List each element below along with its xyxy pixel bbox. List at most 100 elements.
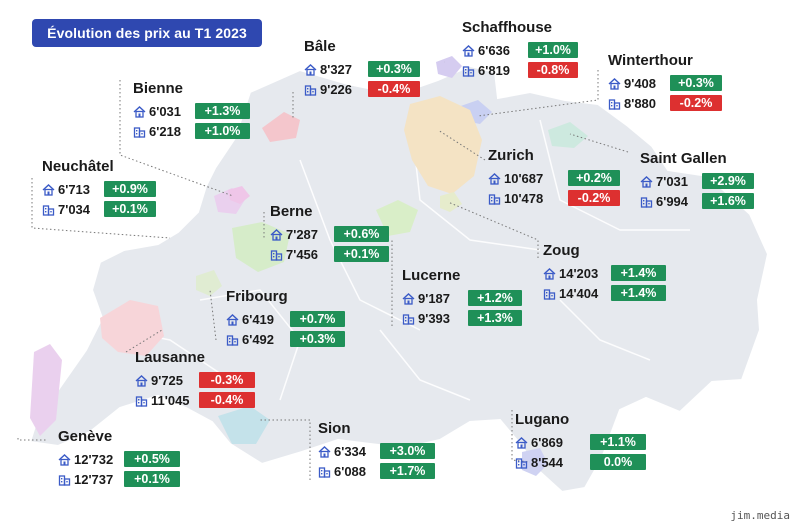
- city-label-bienne: Bienne 6'031 +1.3% 6'218 +1.0%: [133, 80, 250, 142]
- house-row: 6'031 +1.3%: [133, 102, 250, 120]
- house-icon: [270, 228, 283, 241]
- house-icon: [488, 172, 501, 185]
- house-row: 9'187 +1.2%: [402, 289, 522, 307]
- apartment-price: 11'045: [151, 392, 190, 408]
- house-row: 6'869 +1.1%: [515, 433, 646, 451]
- house-change-badge: +0.5%: [124, 451, 180, 467]
- city-name: Lugano: [515, 411, 570, 428]
- apartment-price: 7'034: [58, 201, 91, 217]
- apartment-building-icon: [135, 394, 148, 407]
- house-icon: [543, 267, 556, 280]
- house-row: 7'031 +2.9%: [640, 172, 754, 190]
- apartment-building-icon: [58, 473, 71, 486]
- apartment-change-badge: +1.6%: [702, 193, 754, 209]
- apartment-price: 9'393: [418, 310, 451, 326]
- apartment-building-icon: [543, 287, 556, 300]
- house-icon: [640, 175, 653, 188]
- house-row: 8'327 +0.3%: [304, 60, 420, 78]
- city-label-bale: Bâle 8'327 +0.3% 9'226 -0.4%: [304, 38, 420, 100]
- house-icon: [133, 105, 146, 118]
- house-price: 6'031: [149, 103, 182, 119]
- city-label-geneve: Genève 12'732 +0.5% 12'737 +0.1%: [58, 428, 180, 490]
- house-price: 6'869: [531, 434, 564, 450]
- region-bale: [262, 112, 300, 142]
- house-change-badge: +0.9%: [104, 181, 156, 197]
- apartment-change-badge: -0.4%: [368, 81, 420, 97]
- house-change-badge: -0.3%: [199, 372, 255, 388]
- apartment-price: 8'880: [624, 95, 657, 111]
- city-name: Neuchâtel: [42, 158, 114, 175]
- region-zoug: [440, 192, 462, 212]
- apartment-row: 10'478 -0.2%: [488, 189, 620, 207]
- leader-zurich: [437, 129, 486, 161]
- apartment-row: 14'404 +1.4%: [543, 284, 666, 302]
- house-price: 7'287: [286, 226, 319, 242]
- house-icon: [304, 63, 317, 76]
- leader-bienne: [119, 80, 234, 197]
- city-name: Genève: [58, 428, 113, 445]
- house-icon: [318, 445, 331, 458]
- apartment-change-badge: +1.7%: [380, 463, 435, 479]
- region-zurich: [404, 96, 482, 194]
- leader-fribourg: [209, 289, 217, 341]
- house-price: 6'334: [334, 443, 367, 459]
- apartment-price: 8'544: [531, 454, 564, 470]
- city-name: Lucerne: [402, 267, 461, 284]
- house-icon: [58, 453, 71, 466]
- apartment-row: 6'994 +1.6%: [640, 192, 754, 210]
- house-change-badge: +0.3%: [368, 61, 420, 77]
- house-price: 6'636: [478, 42, 511, 58]
- house-change-badge: +3.0%: [380, 443, 435, 459]
- apartment-price: 9'226: [320, 81, 353, 97]
- house-row: 9'408 +0.3%: [608, 74, 722, 92]
- house-change-badge: +0.2%: [568, 170, 620, 186]
- house-change-badge: +1.3%: [195, 103, 250, 119]
- region-fribourg: [196, 270, 222, 296]
- house-change-badge: +1.0%: [528, 42, 578, 58]
- house-row: 7'287 +0.6%: [270, 225, 389, 243]
- apartment-row: 7'456 +0.1%: [270, 245, 389, 263]
- house-change-badge: +1.2%: [468, 290, 522, 306]
- apartment-price: 6'088: [334, 463, 367, 479]
- apartment-row: 6'819 -0.8%: [462, 61, 578, 79]
- apartment-price: 6'492: [242, 331, 275, 347]
- watermark: jim.media: [730, 509, 790, 522]
- city-label-zurich: Zurich 10'687 +0.2% 10'478 -0.2%: [488, 147, 620, 209]
- apartment-change-badge: +0.1%: [124, 471, 180, 487]
- house-price: 6'713: [58, 181, 91, 197]
- house-row: 6'713 +0.9%: [42, 180, 156, 198]
- apartment-change-badge: +1.4%: [611, 285, 666, 301]
- city-label-lugano: Lugano 6'869 +1.1% 8'544 0.0%: [515, 411, 646, 473]
- apartment-price: 6'819: [478, 62, 511, 78]
- apartment-row: 8'544 0.0%: [515, 453, 646, 471]
- region-lausanne: [100, 300, 164, 356]
- leader-geneve: [17, 438, 48, 441]
- apartment-row: 12'737 +0.1%: [58, 470, 180, 488]
- house-row: 6'334 +3.0%: [318, 442, 435, 460]
- house-icon: [462, 44, 475, 57]
- apartment-row: 9'393 +1.3%: [402, 309, 522, 327]
- leader-lines: [17, 70, 629, 480]
- apartment-building-icon: [488, 192, 501, 205]
- apartment-change-badge: 0.0%: [590, 454, 646, 470]
- city-label-fribourg: Fribourg 6'419 +0.7% 6'492 +0.3%: [226, 288, 345, 350]
- apartment-building-icon: [402, 312, 415, 325]
- region-sion: [218, 406, 270, 444]
- house-change-badge: +0.7%: [290, 311, 345, 327]
- apartment-price: 14'404: [559, 285, 599, 301]
- apartment-building-icon: [515, 456, 528, 469]
- house-icon: [608, 77, 621, 90]
- apartment-building-icon: [304, 83, 317, 96]
- house-price: 6'419: [242, 311, 275, 327]
- house-row: 10'687 +0.2%: [488, 169, 620, 187]
- apartment-change-badge: +0.1%: [334, 246, 389, 262]
- house-price: 8'327: [320, 61, 353, 77]
- house-price: 7'031: [656, 173, 689, 189]
- apartment-building-icon: [318, 465, 331, 478]
- apartment-change-badge: +0.1%: [104, 201, 156, 217]
- apartment-row: 6'088 +1.7%: [318, 462, 435, 480]
- city-name: Fribourg: [226, 288, 288, 305]
- house-change-badge: +0.3%: [670, 75, 722, 91]
- apartment-price: 12'737: [74, 471, 114, 487]
- apartment-row: 7'034 +0.1%: [42, 200, 156, 218]
